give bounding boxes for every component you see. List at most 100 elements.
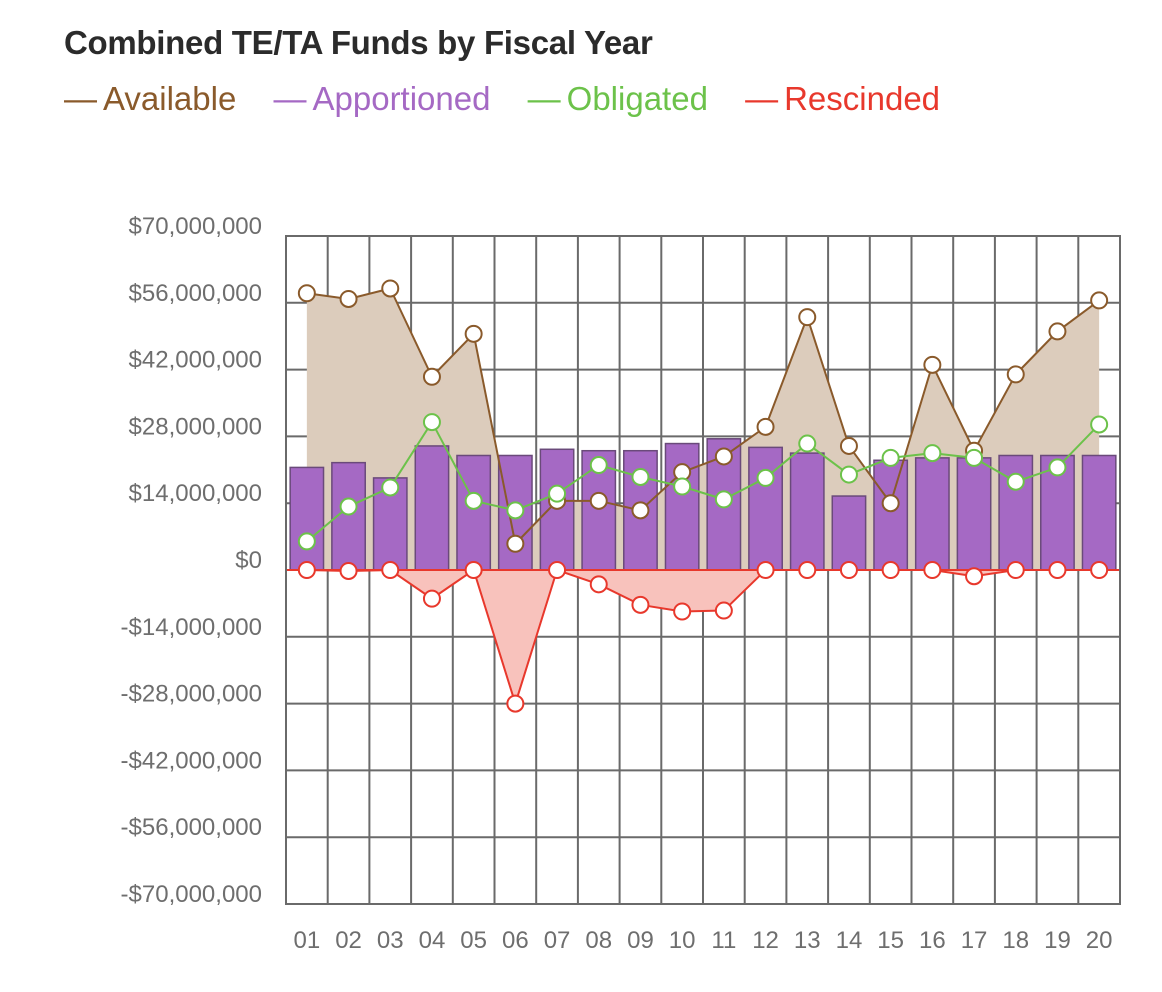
obligated-point xyxy=(631,467,650,486)
available-point xyxy=(1090,291,1109,310)
y-tick-label: -$14,000,000 xyxy=(121,614,262,641)
x-tick-label: 14 xyxy=(836,927,863,954)
rescinded-point xyxy=(1006,561,1025,579)
available-point xyxy=(589,491,608,510)
obligated-point xyxy=(1090,415,1109,434)
x-tick-label: 13 xyxy=(794,927,821,954)
y-tick-label: -$70,000,000 xyxy=(121,881,262,908)
rescinded-point xyxy=(548,561,567,579)
legend-label: Apportioned xyxy=(312,80,491,117)
available-point xyxy=(422,367,441,386)
series-points xyxy=(297,279,1109,713)
x-tick-label: 18 xyxy=(1002,927,1029,954)
available-point xyxy=(756,417,775,436)
available-point xyxy=(714,447,733,466)
rescinded-point xyxy=(297,561,316,579)
legend-swatch: — xyxy=(64,80,97,117)
x-tick-label: 06 xyxy=(502,927,529,954)
apportioned-bar xyxy=(914,457,950,571)
plot-border xyxy=(285,235,1121,905)
apportioned-bar xyxy=(289,466,325,571)
x-tick-label: 07 xyxy=(544,927,571,954)
y-tick-label: $28,000,000 xyxy=(129,413,262,440)
rescinded-point xyxy=(381,561,400,579)
apportioned-bar xyxy=(831,495,867,571)
y-tick-label: $14,000,000 xyxy=(129,480,262,507)
x-tick-label: 04 xyxy=(419,927,446,954)
x-tick-label: 12 xyxy=(752,927,779,954)
x-tick-label: 08 xyxy=(585,927,612,954)
legend-label: Obligated xyxy=(566,80,708,117)
obligated-point xyxy=(798,434,817,453)
rescinded-point xyxy=(464,561,483,579)
rescinded-point xyxy=(506,694,525,713)
y-tick-label: $56,000,000 xyxy=(129,280,262,307)
rescinded-point xyxy=(714,601,733,620)
obligated-point xyxy=(381,478,400,497)
y-tick-label: -$56,000,000 xyxy=(121,814,262,841)
rescinded-point xyxy=(1090,561,1109,579)
legend-swatch: — xyxy=(527,80,561,117)
apportioned-bar xyxy=(956,457,992,571)
plot-border-rect xyxy=(285,235,1121,905)
legend-item-apportioned: — Apportioned xyxy=(274,80,491,118)
obligated-point xyxy=(339,497,358,516)
available-point xyxy=(798,308,817,327)
x-axis-tick-labels: 01 02 03 04 05 06 07 08 09 10 11 12 13 14 15 16 17 18 19 20 xyxy=(293,927,1112,954)
obligated-point xyxy=(589,456,608,475)
x-tick-label: 16 xyxy=(919,927,946,954)
y-tick-label: $0 xyxy=(235,547,262,574)
y-tick-label: -$28,000,000 xyxy=(121,681,262,708)
rescinded-point xyxy=(589,575,608,594)
obligated-point xyxy=(965,448,984,467)
obligated-point xyxy=(839,465,858,484)
x-tick-label: 03 xyxy=(377,927,404,954)
obligated-point xyxy=(548,484,567,503)
rescinded-point xyxy=(923,561,942,579)
x-tick-label: 11 xyxy=(711,927,736,954)
rescinded-point xyxy=(798,561,817,579)
obligated-point xyxy=(881,448,900,467)
legend-label: Rescinded xyxy=(784,80,941,117)
available-point xyxy=(839,436,858,455)
available-point xyxy=(339,289,358,308)
available-point xyxy=(881,494,900,513)
x-tick-label: 05 xyxy=(460,927,487,954)
obligated-point xyxy=(673,477,692,496)
rescinded-point xyxy=(1048,561,1067,579)
available-point xyxy=(297,284,316,303)
x-tick-label: 20 xyxy=(1086,927,1113,954)
legend-item-rescinded: — Rescinded xyxy=(745,80,940,118)
obligated-point xyxy=(714,490,733,509)
obligated-point xyxy=(1006,472,1025,491)
legend-item-available: — Available xyxy=(64,80,236,118)
available-point xyxy=(381,279,400,298)
apportioned-bar xyxy=(873,459,909,571)
legend-item-obligated: — Obligated xyxy=(528,80,708,118)
apportioned-bar xyxy=(456,454,492,571)
chart-legend: — Available — Apportioned — Obligated — Resc… xyxy=(64,80,968,118)
y-tick-label: $70,000,000 xyxy=(129,213,262,240)
rescinded-point xyxy=(339,561,358,580)
rescinded-point xyxy=(839,561,858,579)
rescinded-point xyxy=(881,561,900,579)
rescinded-point xyxy=(965,567,984,586)
rescinded-point xyxy=(422,589,441,608)
apportioned-bar xyxy=(789,452,825,571)
apportioned-bar xyxy=(664,442,700,571)
rescinded-point xyxy=(631,595,650,614)
obligated-point xyxy=(297,532,316,551)
available-point xyxy=(1048,322,1067,341)
available-point xyxy=(506,534,525,553)
y-tick-label: $42,000,000 xyxy=(129,347,262,374)
obligated-point xyxy=(756,468,775,487)
x-tick-label: 01 xyxy=(293,927,320,954)
available-point xyxy=(1006,365,1025,384)
available-line xyxy=(306,287,1100,546)
obligated-point xyxy=(506,501,525,520)
apportioned-bar xyxy=(748,446,783,571)
rescinded-point xyxy=(673,602,692,621)
available-point xyxy=(631,501,650,520)
apportioned-bar xyxy=(998,454,1034,571)
x-tick-label: 02 xyxy=(335,927,362,954)
